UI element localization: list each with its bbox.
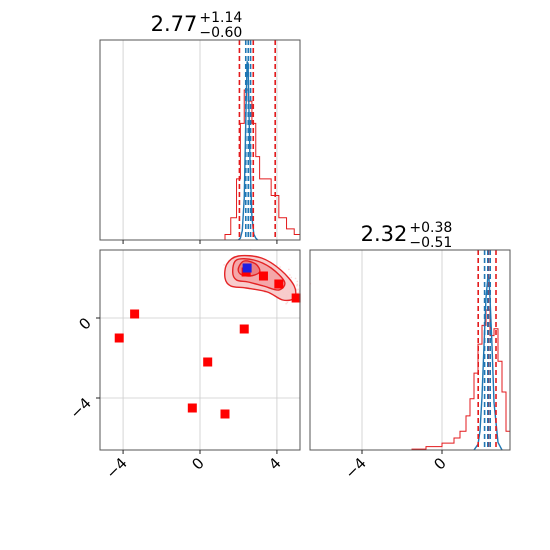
marginal-panel-p0: 2.77 +1.14 −0.60 bbox=[99, 10, 301, 244]
tick-label-y: −4 bbox=[66, 394, 94, 422]
joint-panel: −4 0 4 0 −4 bbox=[66, 248, 312, 482]
sample-dot bbox=[296, 280, 299, 283]
sample-dot bbox=[288, 268, 290, 271]
histogram-red-p0 bbox=[224, 89, 301, 240]
sample-dot bbox=[296, 284, 298, 287]
grid-lines-top bbox=[122, 40, 278, 240]
tick-label-x: 4 bbox=[265, 454, 284, 473]
tick-label-y: 0 bbox=[75, 314, 94, 333]
title-sup-p0: +1.14 bbox=[199, 10, 242, 26]
tick-label-x: 0 bbox=[430, 454, 449, 473]
marker-red-square bbox=[291, 293, 301, 303]
tick-label-x: −4 bbox=[341, 454, 369, 482]
histogram-step-red bbox=[224, 89, 301, 240]
marker-red-square bbox=[203, 357, 213, 367]
marker-red-square bbox=[220, 409, 230, 419]
marker-red-square bbox=[187, 403, 197, 413]
scatter-markers bbox=[114, 263, 301, 419]
marker-red-square bbox=[130, 309, 140, 319]
quantile-lines-p1 bbox=[477, 250, 497, 450]
sample-dot bbox=[297, 288, 299, 291]
marker-red-square bbox=[274, 279, 284, 289]
marker-blue-square bbox=[242, 263, 252, 273]
sample-dot bbox=[297, 291, 300, 294]
axes-frame-right bbox=[309, 249, 511, 451]
title-sub-p0: −0.60 bbox=[199, 25, 242, 41]
sample-dot bbox=[294, 277, 297, 280]
tick-label-x: −4 bbox=[103, 454, 131, 482]
sample-dot bbox=[279, 266, 281, 268]
quantile-lines-p0 bbox=[238, 40, 276, 240]
sample-dot bbox=[285, 302, 287, 305]
panel-title-p1: 2.32 bbox=[361, 222, 408, 246]
sample-dot bbox=[286, 301, 289, 304]
sample-dot bbox=[290, 276, 293, 279]
sample-dot bbox=[223, 264, 225, 266]
title-sup-p1: +0.38 bbox=[409, 220, 452, 236]
sample-dot bbox=[289, 274, 291, 276]
tick-label-x: 0 bbox=[188, 454, 207, 473]
tick-marks-top bbox=[122, 240, 278, 244]
panel-title-p0: 2.77 bbox=[151, 12, 198, 36]
grid-lines-right bbox=[361, 250, 443, 450]
marginal-panel-p1: −4 0 2.32 +0.38 −0.51 bbox=[309, 220, 511, 482]
tick-marks-right: −4 0 bbox=[341, 450, 450, 482]
marker-red-square bbox=[114, 333, 124, 343]
sample-dot bbox=[296, 283, 299, 286]
marker-red-square bbox=[239, 324, 249, 334]
title-sub-p1: −0.51 bbox=[409, 235, 452, 251]
marker-red-square bbox=[258, 271, 268, 281]
